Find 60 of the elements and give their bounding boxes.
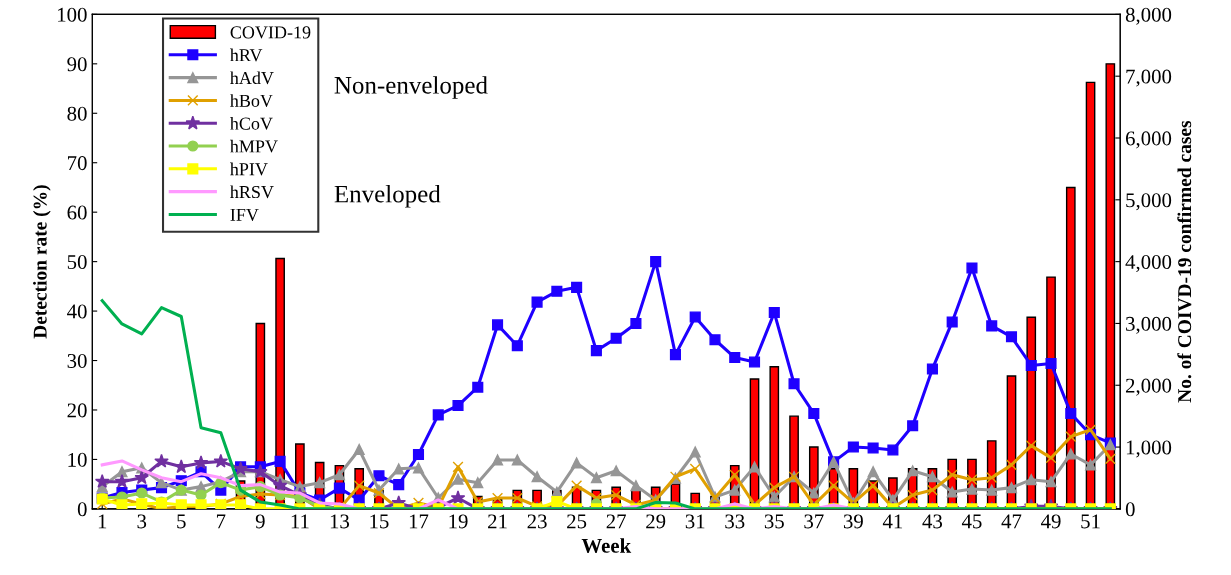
x-tick-label: 39 [843,514,863,529]
x-tick-label: 41 [882,514,903,529]
legend-label: hBoV [230,94,273,107]
y2-tick-label: 2,000 [1125,378,1172,396]
y2-tick-label: 3,000 [1126,316,1172,334]
x-tick-label: 13 [330,514,350,529]
legend-label: hRV [230,48,263,62]
y-tick-label: 80 [67,106,87,121]
y2-tick-label: 0 [1125,502,1135,517]
y-tick-label: 30 [67,353,87,368]
annotation: Non-enveloped [334,76,488,99]
legend-label: hRSV [230,185,274,199]
x-tick-label: 29 [646,514,666,529]
y2-tick-label: 4,000 [1125,255,1172,273]
x-tick-label: 5 [177,514,186,529]
y2-tick-label: 6,000 [1125,131,1172,149]
y2-tick-label: 1,000 [1126,440,1172,458]
x-tick-label: 51 [1081,514,1100,529]
y-tick-label: 40 [67,304,87,319]
x-tick-label: 47 [1001,514,1022,529]
x-axis-title: Week [581,538,632,553]
legend-label: hMPV [230,139,278,153]
x-tick-label: 37 [804,514,824,529]
x-tick-label: 27 [606,514,626,529]
x-tick-label: 33 [725,514,745,529]
y-tick-label: 50 [67,255,87,270]
y-tick-label: 90 [67,57,87,72]
legend-label: COVID-19 [230,26,311,39]
y-tick-label: 70 [68,156,87,171]
x-tick-label: 25 [567,514,587,529]
x-tick-label: 11 [291,514,309,529]
y-tick-label: 0 [77,502,87,517]
x-tick-label: 43 [922,514,943,529]
y-tick-label: 60 [67,205,87,220]
x-tick-label: 7 [216,514,226,529]
y-tick-label: 10 [68,452,87,467]
x-tick-label: 3 [137,514,147,529]
y-tick-label: 100 [58,7,87,22]
y2-axis-title: No. of COIVD-19 confirmed cases [1177,120,1192,403]
legend-label: IFV [230,208,259,222]
legend-label: hAdV [230,71,274,85]
legend-label: hCoV [230,117,273,130]
y-axis-title: Detection rate (%) [33,185,51,339]
y2-tick-label: 7,000 [1126,69,1172,87]
x-tick-label: 15 [370,514,389,529]
x-tick-label: 21 [488,514,507,529]
x-tick-label: 1 [98,514,107,529]
x-tick-label: 23 [527,514,547,529]
x-tick-label: 35 [764,514,784,529]
x-tick-label: 49 [1041,514,1061,529]
x-tick-label: 9 [255,514,265,529]
x-tick-label: 31 [685,514,705,529]
y2-tick-label: 5,000 [1126,193,1172,211]
y2-tick-label: 8,000 [1125,7,1172,25]
annotation: Enveloped [334,184,441,208]
x-tick-label: 19 [449,514,468,529]
x-tick-label: 17 [409,514,429,529]
x-tick-label: 45 [961,514,982,529]
legend-label: hPIV [230,162,268,176]
y-tick-label: 20 [67,403,87,418]
